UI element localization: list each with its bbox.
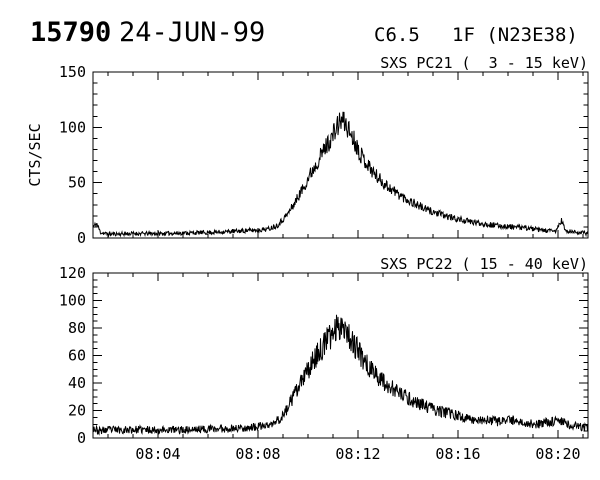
x-tick-label: 08:08 — [235, 445, 280, 463]
y-tick-label: 50 — [68, 174, 86, 192]
x-tick-label: 08:12 — [335, 445, 380, 463]
y-tick-label: 150 — [59, 63, 86, 81]
plot-frame — [92, 71, 589, 239]
y-tick-label: 0 — [77, 229, 86, 247]
y-tick-label: 120 — [59, 264, 86, 282]
flare-date: 24-JUN-99 — [119, 17, 266, 48]
data-trace — [92, 314, 589, 436]
goes-class: C6.5 — [374, 24, 420, 46]
x-tick-label: 08:04 — [135, 445, 180, 463]
panel-title: SXS PC21 ( 3 - 15 keV) — [380, 54, 588, 72]
y-tick-label: 80 — [68, 319, 86, 337]
y-axis-title: CTS/SEC — [26, 123, 44, 186]
x-tick-label: 08:20 — [535, 445, 580, 463]
panel-title: SXS PC22 ( 15 - 40 keV) — [380, 255, 588, 273]
y-tick-label: 40 — [68, 374, 86, 392]
y-tick-label: 100 — [59, 292, 86, 310]
flare-number: 15790 — [30, 17, 112, 48]
optical-class-position: 1F (N23E38) — [452, 24, 578, 46]
y-tick-label: 100 — [59, 118, 86, 136]
x-tick-label: 08:16 — [435, 445, 480, 463]
data-trace — [92, 111, 589, 238]
plot-frame — [92, 272, 589, 439]
y-tick-label: 60 — [68, 347, 86, 365]
y-tick-label: 0 — [77, 429, 86, 447]
y-tick-label: 20 — [68, 402, 86, 420]
